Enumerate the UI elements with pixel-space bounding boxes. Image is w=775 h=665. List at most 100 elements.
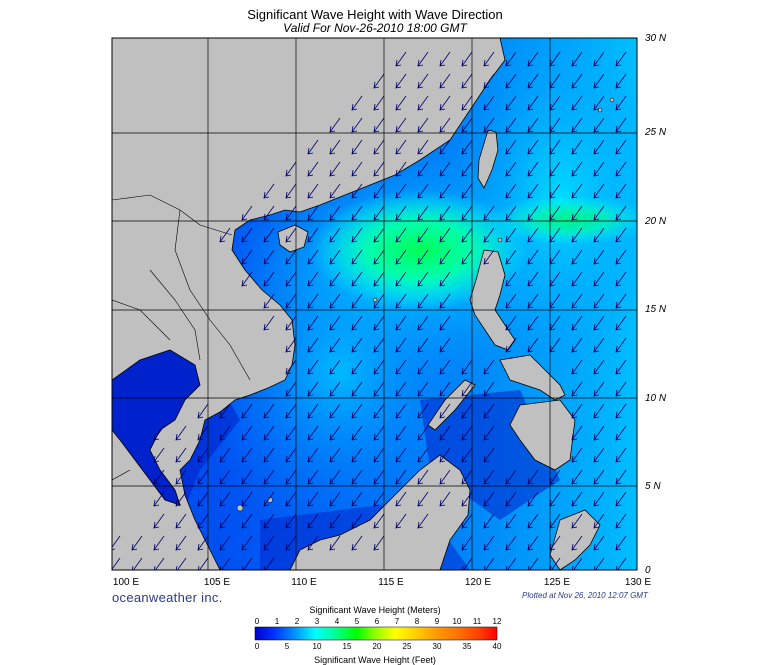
colorbar-feet-tick: 30 bbox=[432, 642, 442, 651]
wave-arrow bbox=[307, 205, 319, 221]
colorbar-meter-tick: 6 bbox=[374, 617, 380, 626]
wave-arrow bbox=[351, 469, 363, 485]
wave-arrow bbox=[439, 337, 451, 353]
wave-arrow bbox=[329, 403, 341, 419]
wave-arrow bbox=[527, 183, 539, 199]
wave-arrow bbox=[527, 249, 539, 265]
wave-arrow bbox=[571, 447, 583, 463]
wave-arrow bbox=[307, 271, 319, 287]
wave-arrow bbox=[527, 51, 539, 67]
wave-arrow bbox=[527, 491, 539, 507]
wave-arrow bbox=[285, 315, 297, 331]
wave-arrow bbox=[483, 513, 495, 529]
wave-arrow bbox=[439, 73, 451, 89]
wave-arrow bbox=[439, 227, 451, 243]
wave-arrow bbox=[373, 381, 385, 397]
wave-arrow bbox=[351, 425, 363, 441]
wave-arrow bbox=[307, 139, 319, 155]
wave-arrow bbox=[505, 469, 517, 485]
wave-arrow bbox=[285, 535, 297, 551]
wave-arrow bbox=[505, 183, 517, 199]
lon-label-105e: 105 E bbox=[203, 577, 231, 588]
wave-arrow bbox=[329, 227, 341, 243]
wave-arrow bbox=[373, 249, 385, 265]
colorbar-title-feet: Significant Wave Height (Feet) bbox=[314, 655, 436, 665]
wave-arrow bbox=[153, 469, 165, 485]
wave-arrow bbox=[505, 337, 517, 353]
wave-arrow bbox=[241, 469, 253, 485]
wave-arrow bbox=[615, 381, 627, 397]
wave-arrow bbox=[527, 337, 539, 353]
colorbar bbox=[254, 626, 498, 641]
wave-arrow bbox=[197, 447, 209, 463]
wave-arrow bbox=[373, 271, 385, 287]
map-subtitle: Valid For Nov-26-2010 18:00 GMT bbox=[283, 21, 467, 35]
wave-arrow bbox=[241, 447, 253, 463]
wave-arrow bbox=[417, 381, 429, 397]
wave-arrow bbox=[395, 183, 407, 199]
wave-arrow bbox=[461, 117, 473, 133]
wave-arrow bbox=[593, 227, 605, 243]
wave-arrow bbox=[417, 491, 429, 507]
land-luzon bbox=[469, 249, 516, 351]
wave-arrow bbox=[263, 249, 275, 265]
wave-arrow bbox=[527, 227, 539, 243]
wave-arrow bbox=[439, 293, 451, 309]
wave-arrow bbox=[307, 491, 319, 507]
colorbar-meter-tick: 3 bbox=[314, 617, 320, 626]
wave-arrow bbox=[285, 491, 297, 507]
wave-arrow bbox=[329, 315, 341, 331]
wave-arrow bbox=[219, 469, 231, 485]
wave-arrow bbox=[505, 249, 517, 265]
wave-arrow bbox=[417, 249, 429, 265]
wave-arrow bbox=[197, 469, 209, 485]
wave-arrow bbox=[527, 315, 539, 331]
wave-arrow bbox=[263, 183, 275, 199]
wave-arrow bbox=[307, 227, 319, 243]
wave-arrow bbox=[175, 425, 187, 441]
wave-arrow bbox=[615, 469, 627, 485]
lat-label-30n: 30 N bbox=[645, 33, 667, 44]
wave-arrow bbox=[439, 95, 451, 111]
lat-label-25n: 25 N bbox=[645, 127, 667, 138]
wave-arrow bbox=[395, 315, 407, 331]
wave-arrow bbox=[307, 249, 319, 265]
wave-arrow bbox=[373, 359, 385, 375]
colorbar-feet-tick: 5 bbox=[284, 642, 290, 651]
wave-arrow bbox=[395, 293, 407, 309]
wave-arrow bbox=[615, 51, 627, 67]
wave-arrow bbox=[571, 95, 583, 111]
map-layer bbox=[112, 38, 637, 570]
wave-arrow bbox=[285, 403, 297, 419]
colorbar-meter-tick: 0 bbox=[254, 617, 260, 626]
colorbar-meter-tick: 9 bbox=[434, 617, 440, 626]
wave-arrow bbox=[571, 117, 583, 133]
wave-arrow bbox=[329, 249, 341, 265]
wave-arrow bbox=[241, 271, 253, 287]
wave-arrow bbox=[307, 403, 319, 419]
colorbar-feet-tick: 15 bbox=[342, 642, 352, 651]
colorbar-feet-tick: 0 bbox=[254, 642, 260, 651]
wave-arrow bbox=[307, 161, 319, 177]
lon-label-130e: 130 E bbox=[624, 577, 652, 588]
wave-arrow bbox=[615, 315, 627, 331]
wave-arrow bbox=[461, 491, 473, 507]
wave-arrow bbox=[219, 447, 231, 463]
brand-logo-text: oceanweather inc. bbox=[112, 590, 223, 605]
wave-arrow bbox=[527, 139, 539, 155]
wave-arrow bbox=[395, 117, 407, 133]
wave-arrow bbox=[439, 249, 451, 265]
colorbar-meter-tick: 12 bbox=[492, 617, 502, 626]
wave-arrow bbox=[593, 161, 605, 177]
wave-arrow bbox=[615, 227, 627, 243]
wave-arrow bbox=[395, 249, 407, 265]
wave-arrow bbox=[439, 183, 451, 199]
wave-arrow bbox=[461, 161, 473, 177]
wave-arrow bbox=[615, 403, 627, 419]
wave-arrow bbox=[395, 469, 407, 485]
wave-arrow bbox=[505, 117, 517, 133]
wave-arrow bbox=[593, 403, 605, 419]
wave-arrow bbox=[527, 161, 539, 177]
wave-arrow bbox=[439, 271, 451, 287]
wave-arrow bbox=[351, 183, 363, 199]
